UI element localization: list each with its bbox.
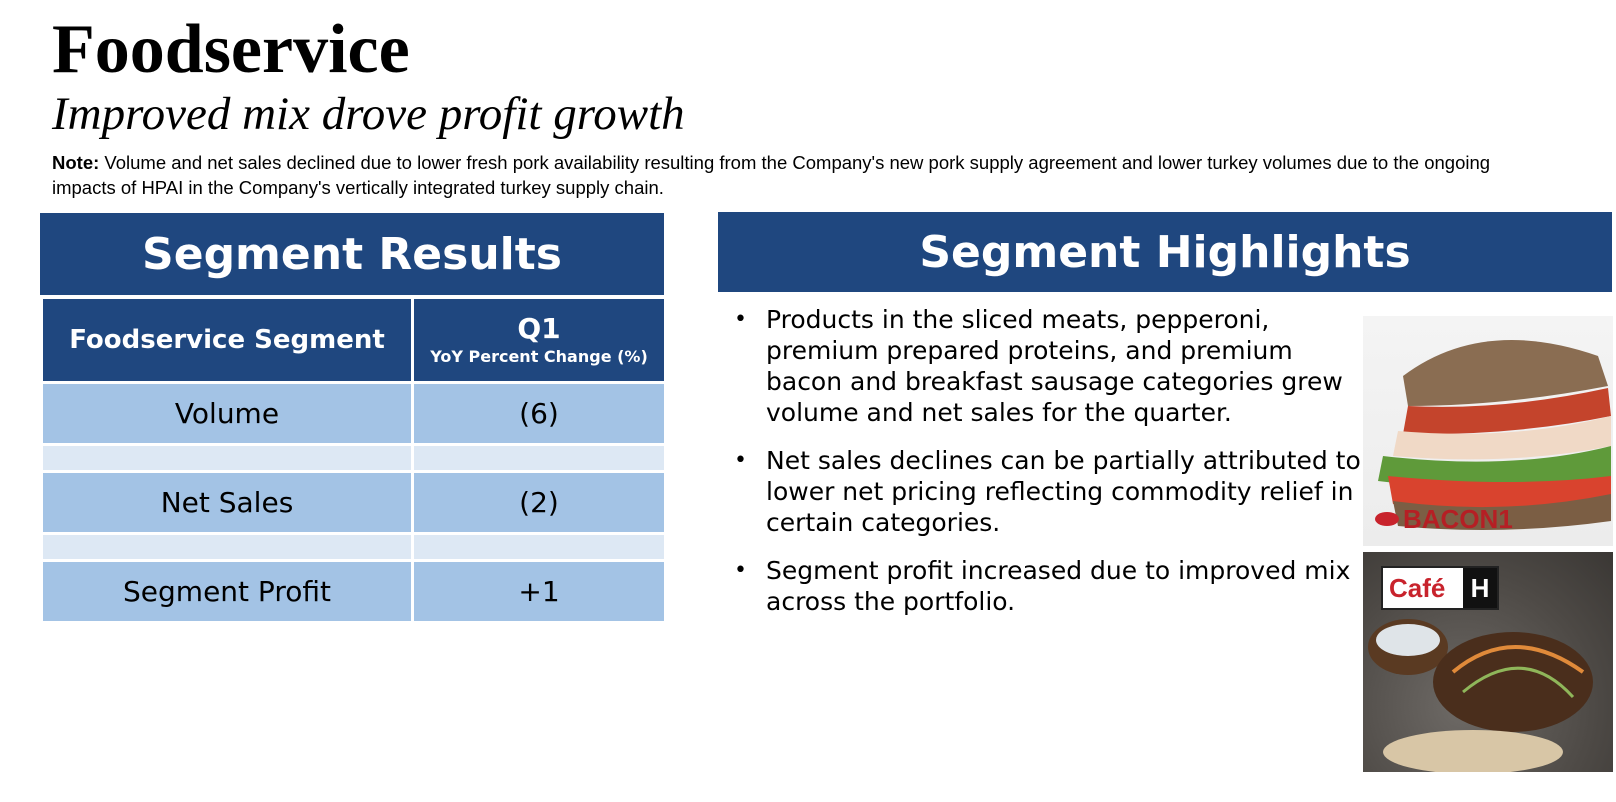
- sandwich-photo: BACON1: [1363, 316, 1613, 546]
- highlights-list: • Products in the sliced meats, pepperoni…: [734, 304, 1362, 634]
- table-header-row: Foodservice Segment Q1 YoY Percent Chang…: [40, 296, 667, 384]
- row-value: (2): [411, 470, 667, 535]
- table-row: Segment Profit +1: [40, 559, 667, 624]
- cafe-logo-h: H: [1463, 568, 1497, 608]
- header-period: Q1 YoY Percent Change (%): [411, 296, 667, 384]
- note-label: Note:: [52, 152, 100, 173]
- table-row: Net Sales (2): [40, 470, 667, 535]
- bullet-icon: •: [734, 307, 747, 332]
- header-period-sublabel: YoY Percent Change (%): [430, 347, 648, 366]
- header-segment: Foodservice Segment: [40, 296, 414, 384]
- bullet-text: Segment profit increased due to improved…: [766, 556, 1351, 616]
- bullet-icon: •: [734, 558, 747, 583]
- list-item: • Segment profit increased due to improve…: [734, 555, 1362, 617]
- header-segment-label: Foodservice Segment: [69, 325, 385, 355]
- row-value: (6): [411, 381, 667, 446]
- table-row: Volume (6): [40, 381, 667, 446]
- segment-results-table: Foodservice Segment Q1 YoY Percent Chang…: [40, 296, 667, 624]
- table-spacer-row: [40, 443, 667, 473]
- row-label: Net Sales: [40, 470, 414, 535]
- bullet-icon: •: [734, 448, 747, 473]
- bullet-text: Products in the sliced meats, pepperoni,…: [766, 305, 1343, 427]
- row-value: +1: [411, 559, 667, 624]
- row-label: Segment Profit: [40, 559, 414, 624]
- hormel-logo-icon: [1375, 512, 1399, 526]
- list-item: • Products in the sliced meats, pepperoni…: [734, 304, 1362, 428]
- list-item: • Net sales declines can be partially att…: [734, 445, 1362, 538]
- cafe-logo-text: Café: [1389, 572, 1446, 603]
- note-text: Volume and net sales declined due to low…: [52, 152, 1491, 198]
- note: Note: Volume and net sales declined due …: [52, 150, 1522, 200]
- segment-results-heading: Segment Results: [40, 213, 664, 295]
- bacon1-logo-text: BACON1: [1403, 503, 1513, 534]
- page-subtitle: Improved mix drove profit growth: [52, 88, 685, 140]
- bacon1-logo: BACON1: [1375, 502, 1513, 536]
- page-title: Foodservice: [52, 11, 410, 88]
- header-period-label: Q1: [517, 312, 561, 345]
- food-illustration: [1368, 619, 1593, 772]
- bullet-text: Net sales declines can be partially attr…: [766, 446, 1361, 537]
- table-spacer-row: [40, 532, 667, 562]
- cafe-food-photo: Café H: [1363, 552, 1613, 772]
- cafe-h-logo: Café H: [1381, 566, 1499, 610]
- sandwich-illustration: [1378, 340, 1611, 530]
- segment-highlights-heading: Segment Highlights: [718, 212, 1612, 292]
- row-label: Volume: [40, 381, 414, 446]
